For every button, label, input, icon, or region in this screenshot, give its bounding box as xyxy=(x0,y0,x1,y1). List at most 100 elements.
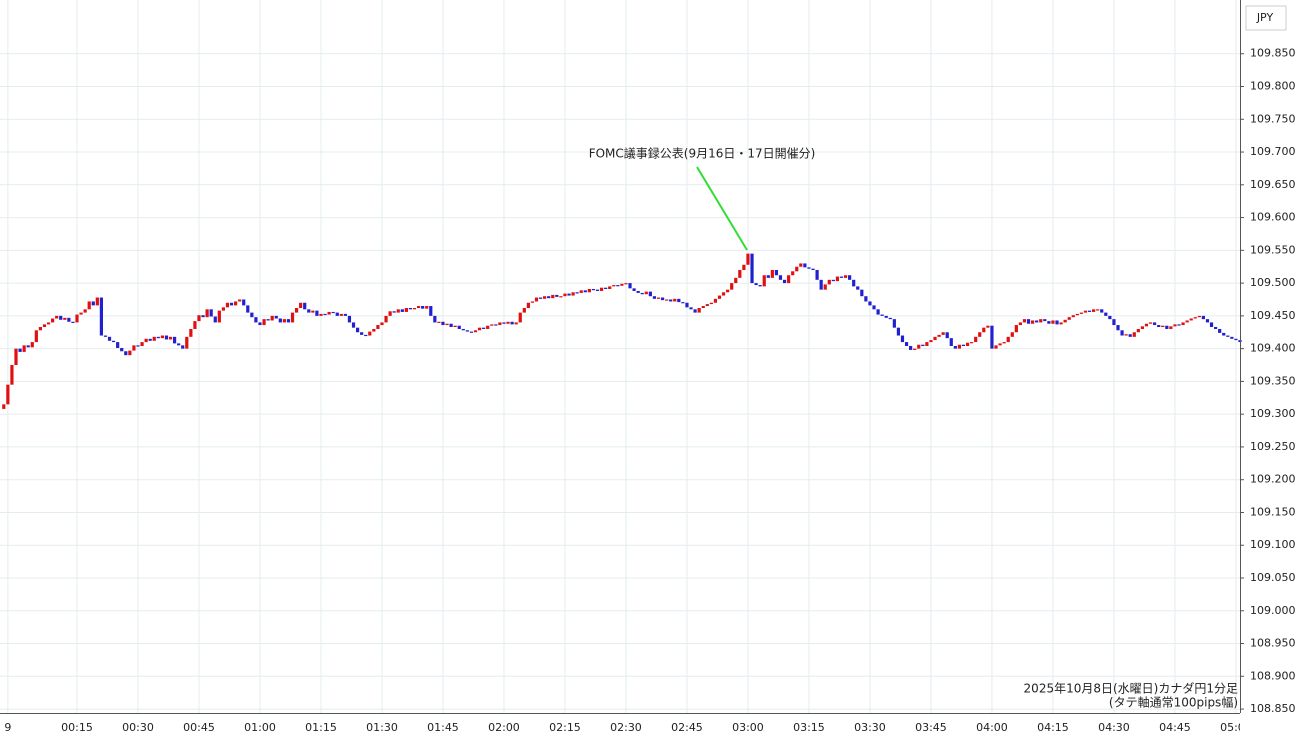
candle-body xyxy=(913,348,917,350)
candle-body xyxy=(1230,336,1234,339)
candle-body xyxy=(498,322,502,326)
candle-body xyxy=(323,313,327,316)
candle-body xyxy=(583,290,587,293)
candle-body xyxy=(6,384,10,405)
candle-body xyxy=(457,325,461,329)
candle-body xyxy=(392,311,396,313)
candle-body xyxy=(909,346,913,350)
candle-body xyxy=(315,310,319,316)
candle-body xyxy=(132,345,136,351)
candle-body xyxy=(726,289,730,293)
candle-body xyxy=(1222,332,1226,336)
y-tick-label: 109.850 xyxy=(1250,47,1296,60)
candle-body xyxy=(677,298,681,303)
candle-body xyxy=(872,305,876,310)
candle-body xyxy=(238,299,242,302)
candle-body xyxy=(632,288,636,291)
candle-body xyxy=(1031,320,1035,324)
annotation: FOMC議事録公表(9月16日・17日開催分) xyxy=(589,146,816,161)
candle-body xyxy=(437,321,441,323)
candle-body xyxy=(522,308,526,313)
candle-body xyxy=(884,315,888,318)
y-tick-label: 109.150 xyxy=(1250,505,1296,518)
x-tick-label: 04:00 xyxy=(976,721,1008,734)
y-tick-label: 109.550 xyxy=(1250,243,1296,256)
y-tick-label: 108.900 xyxy=(1250,669,1296,682)
candle-body xyxy=(1116,325,1120,331)
candle-body xyxy=(1197,315,1201,318)
candles xyxy=(2,253,1242,409)
candle-body xyxy=(599,287,604,291)
candle-body xyxy=(193,321,197,329)
grid xyxy=(0,0,1240,713)
candle-body xyxy=(709,302,713,305)
candle-body xyxy=(225,302,230,308)
candle-body xyxy=(526,302,530,309)
candle-body xyxy=(803,263,807,268)
candle-body xyxy=(1177,324,1181,326)
x-tick-label: 05:00 xyxy=(1220,721,1252,734)
candle-body xyxy=(864,296,868,302)
candle-body xyxy=(624,283,628,285)
candle-body xyxy=(1022,319,1027,323)
candle-body xyxy=(404,308,408,312)
x-tick-label: 00:30 xyxy=(122,721,154,734)
candle-body xyxy=(1201,315,1206,320)
candle-body xyxy=(254,317,258,323)
candle-body xyxy=(217,310,221,323)
candle-body xyxy=(388,311,392,316)
candle-body xyxy=(620,283,624,286)
candle-body xyxy=(396,309,400,313)
y-tick-label: 109.200 xyxy=(1250,473,1296,486)
candle-body xyxy=(128,350,132,356)
candle-body xyxy=(355,327,360,333)
candle-body xyxy=(164,335,169,340)
candle-body xyxy=(937,334,941,337)
candle-body xyxy=(311,310,315,313)
candle-body xyxy=(425,306,429,309)
candle-body xyxy=(563,293,567,297)
candle-body xyxy=(648,291,652,297)
x-tick-label: 00:45 xyxy=(183,721,215,734)
candle-body xyxy=(612,285,616,287)
candle-body xyxy=(197,315,201,322)
candle-body xyxy=(262,319,266,326)
candle-body xyxy=(364,334,368,337)
candle-body xyxy=(63,317,67,320)
candle-body xyxy=(42,324,47,328)
candle-body xyxy=(665,299,669,301)
candle-body xyxy=(502,322,506,324)
candle-body xyxy=(368,331,372,336)
candle-body xyxy=(689,307,693,310)
candle-body xyxy=(1214,327,1218,329)
candle-body xyxy=(1193,317,1197,319)
candle-body xyxy=(30,342,34,348)
candle-body xyxy=(177,343,181,346)
candle-body xyxy=(384,315,388,323)
candle-body xyxy=(843,275,848,278)
candle-body xyxy=(486,325,490,329)
candle-body xyxy=(551,294,555,299)
candle-body xyxy=(587,289,591,293)
x-tick-label: 04:15 xyxy=(1037,721,1069,734)
candle-body xyxy=(477,327,482,331)
candle-body xyxy=(644,291,648,295)
candle-body xyxy=(67,317,71,322)
candle-body xyxy=(762,275,766,287)
candle-body xyxy=(823,284,827,290)
candle-body xyxy=(250,312,254,318)
candle-body xyxy=(71,321,75,323)
candle-body xyxy=(673,298,677,302)
candle-body xyxy=(701,306,705,309)
y-tick-label: 109.100 xyxy=(1250,538,1296,551)
candle-body xyxy=(965,342,970,347)
candle-body xyxy=(229,302,234,306)
candle-body xyxy=(543,296,547,299)
candle-body xyxy=(351,322,356,328)
candle-body xyxy=(880,314,884,316)
candle-body xyxy=(307,309,311,313)
candle-body xyxy=(787,275,791,284)
candle-body xyxy=(1043,319,1047,322)
candle-body xyxy=(811,268,815,270)
candle-body xyxy=(782,279,787,284)
